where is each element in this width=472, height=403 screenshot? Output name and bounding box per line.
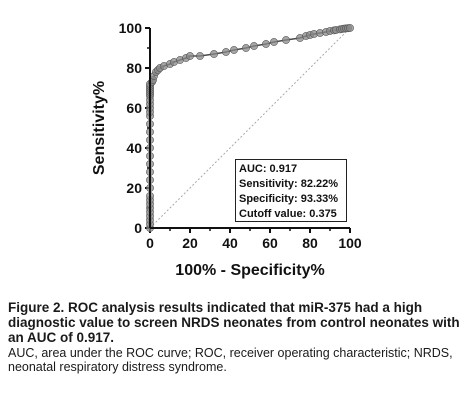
roc-point-49	[270, 38, 278, 46]
roc-point-44	[222, 48, 230, 56]
x-axis-ticks: 0 20 40 60 80 100	[146, 228, 362, 251]
roc-point-41	[186, 52, 194, 60]
roc-point-65	[346, 24, 354, 32]
y-axis-title: Sensitivity%	[91, 81, 108, 175]
sensitivity-label: Sensitivity: 82.22%	[239, 178, 339, 190]
roc-point-45	[230, 46, 238, 54]
roc-point-43	[210, 50, 218, 58]
roc-point-50	[282, 36, 290, 44]
x-tick-label-4: 80	[302, 235, 318, 251]
figure-caption: Figure 2. ROC analysis results indicated…	[8, 300, 468, 374]
y-tick-label-0: 0	[134, 220, 142, 236]
cutoff-label: Cutoff value: 0.375	[239, 208, 337, 220]
auc-label: AUC: 0.917	[239, 163, 298, 175]
x-tick-label-1: 20	[182, 235, 198, 251]
y-tick-label-2: 40	[126, 140, 142, 156]
caption-main-text: Figure 2. ROC analysis results indicated…	[8, 300, 460, 345]
reference-diagonal-line	[149, 27, 351, 229]
x-tick-label-0: 0	[146, 235, 154, 251]
roc-point-48	[262, 40, 270, 48]
specificity-label: Specificity: 93.33%	[239, 193, 339, 205]
caption-abbreviations: AUC, area under the ROC curve; ROC, rece…	[8, 346, 453, 374]
roc-point-46	[242, 44, 250, 52]
y-tick-label-3: 60	[126, 100, 142, 116]
x-tick-label-3: 60	[262, 235, 278, 251]
y-tick-label-4: 80	[126, 60, 142, 76]
x-tick-label-2: 40	[222, 235, 238, 251]
stats-box: AUC: 0.917 Sensitivity: 82.22% Specifici…	[235, 159, 347, 222]
y-axis-ticks: 0 20 40 60 80 100	[119, 20, 150, 236]
y-tick-label-1: 20	[126, 180, 142, 196]
roc-point-47	[250, 42, 258, 50]
x-axis-title: 100% - Specificity%	[175, 262, 324, 279]
y-tick-label-5: 100	[119, 20, 143, 36]
roc-chart: Sensitivity% 100% - Specificity% 0 20 40 60…	[91, 20, 362, 279]
roc-point-42	[196, 52, 204, 60]
x-tick-label-5: 100	[338, 235, 362, 251]
